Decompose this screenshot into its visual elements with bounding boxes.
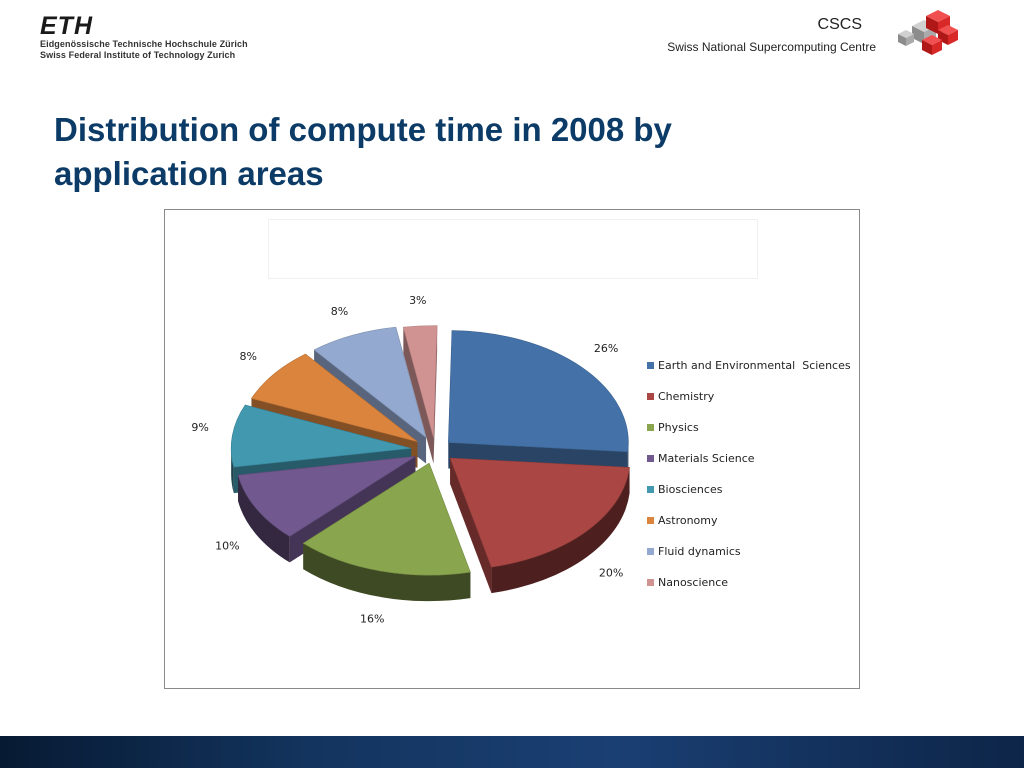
chart-area: 26% 20% 16% 10% 9% 8% 8% 3% Earth and Environme… xyxy=(164,209,860,689)
data-label-nanoscience: 3% xyxy=(409,294,426,307)
pie-slice-chemistry xyxy=(449,457,630,594)
eth-logo: ETH Eidgenössische Technische Hochschule… xyxy=(40,14,280,66)
legend-item-nanoscience: Nanoscience xyxy=(647,567,857,598)
footer-bar xyxy=(0,736,1024,768)
pie-chart: 26% 20% 16% 10% 9% 8% 8% 3% xyxy=(191,294,630,626)
data-label-biosciences: 9% xyxy=(191,421,208,434)
cscs-cubes-icon xyxy=(898,10,958,55)
legend-swatch-biosciences xyxy=(647,486,654,493)
pie-slice-physics xyxy=(302,462,471,602)
legend-label-nanoscience: Nanoscience xyxy=(658,576,729,589)
legend-item-astronomy: Astronomy xyxy=(647,505,857,536)
legend-label-earth-and-environmental-sciences: Earth and Environmental Sciences xyxy=(658,359,851,372)
legend-item-biosciences: Biosciences xyxy=(647,474,857,505)
cscs-full-name: Swiss National Supercomputing Centre xyxy=(667,40,876,54)
chart-title xyxy=(268,219,758,279)
legend-swatch-fluid-dynamics xyxy=(647,548,654,555)
slide-title: Distribution of compute time in 2008 by … xyxy=(54,111,672,192)
legend-label-physics: Physics xyxy=(658,421,699,434)
legend-item-chemistry: Chemistry xyxy=(647,381,857,412)
legend-label-materials-science: Materials Science xyxy=(658,452,755,465)
eth-name-english: Swiss Federal Institute of Technology Zu… xyxy=(40,50,236,60)
eth-name-german: Eidgenössische Technische Hochschule Zür… xyxy=(40,39,248,49)
legend-item-earth-and-environmental-sciences: Earth and Environmental Sciences xyxy=(647,350,857,381)
eth-logo-wordmark: ETH xyxy=(40,12,93,40)
data-label-chemistry: 20% xyxy=(599,566,623,579)
chart-legend: Earth and Environmental Sciences Chemistr… xyxy=(647,350,857,598)
legend-swatch-earth-and-environmental-sciences xyxy=(647,362,654,369)
legend-label-fluid-dynamics: Fluid dynamics xyxy=(658,545,741,558)
legend-label-chemistry: Chemistry xyxy=(658,390,715,403)
data-label-earth-and-environmental-sciences: 26% xyxy=(594,342,618,355)
legend-swatch-physics xyxy=(647,424,654,431)
data-label-fluid-dynamics: 8% xyxy=(331,305,348,318)
cscs-logo: CSCS Swiss National Supercomputing Centr… xyxy=(667,8,980,60)
cscs-acronym: CSCS xyxy=(817,16,862,33)
pie-slice-nanoscience xyxy=(402,325,438,464)
legend-swatch-chemistry xyxy=(647,393,654,400)
legend-item-materials-science: Materials Science xyxy=(647,443,857,474)
legend-label-biosciences: Biosciences xyxy=(658,483,723,496)
legend-swatch-materials-science xyxy=(647,455,654,462)
legend-swatch-astronomy xyxy=(647,517,654,524)
legend-item-physics: Physics xyxy=(647,412,857,443)
data-label-materials-science: 10% xyxy=(215,540,239,553)
data-label-astronomy: 8% xyxy=(239,350,256,363)
legend-swatch-nanoscience xyxy=(647,579,654,586)
legend-item-fluid-dynamics: Fluid dynamics xyxy=(647,536,857,567)
legend-label-astronomy: Astronomy xyxy=(658,514,718,527)
data-label-physics: 16% xyxy=(360,613,384,626)
